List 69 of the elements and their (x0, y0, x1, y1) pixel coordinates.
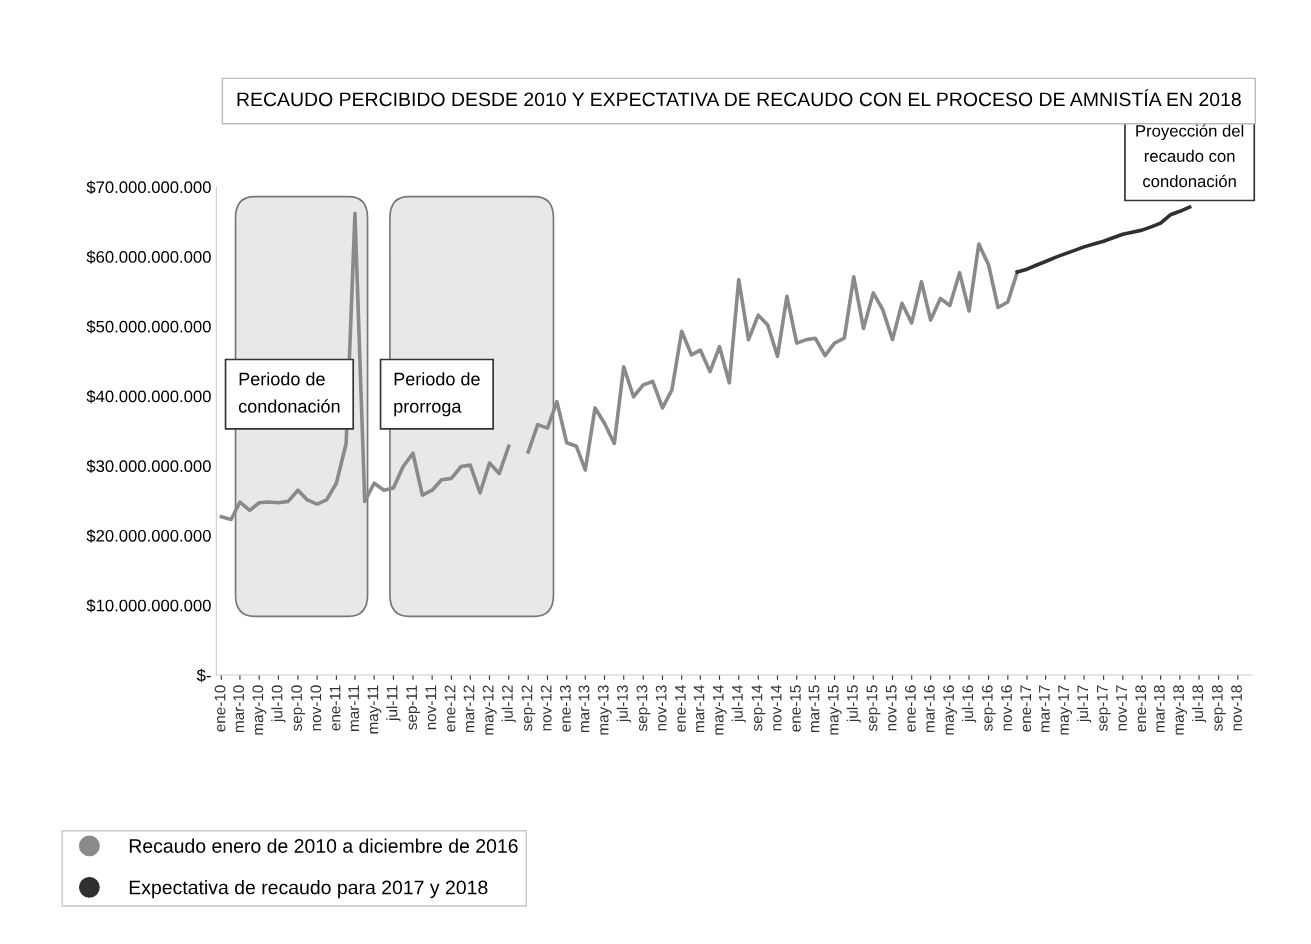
band-label: Periodo de condonación (238, 372, 340, 413)
y-tick-label: $60.000.000.000 (86, 250, 211, 264)
x-tick-label: jul-18 (1191, 685, 1207, 723)
x-tick-label: may-13 (597, 685, 612, 735)
x-tick-label: mar-15 (808, 685, 820, 733)
x-tick-label: may-18 (1173, 685, 1187, 735)
legend-label: Expectativa de recaudo para 2017 y 2018 (129, 880, 488, 899)
x-tick-label: may-11 (367, 685, 382, 734)
x-tick-label: may-10 (252, 685, 267, 735)
x-tick-label: nov-13 (655, 685, 667, 731)
y-tick-label: $70.000.000.000 (86, 180, 211, 195)
x-tick-label: nov-15 (885, 685, 897, 731)
y-tick-label: $30.000.000.000 (86, 459, 211, 473)
legend-label: Recaudo enero de 2010 a diciembre de 2016 (129, 838, 518, 853)
x-tick-label: ene-15 (790, 685, 801, 732)
x-tick-label: mar-12 (463, 685, 475, 733)
band-label: Periodo de prorroga (394, 372, 480, 417)
x-tick-label: jul-13 (616, 685, 631, 723)
x-tick-label: sep-11 (406, 685, 421, 730)
x-tick-label: nov-16 (1001, 685, 1012, 731)
x-tick-label: mar-17 (1039, 685, 1050, 733)
x-tick-label: sep-15 (866, 685, 881, 731)
x-tick-label: sep-13 (636, 685, 651, 731)
x-tick-label: may-12 (482, 685, 497, 735)
y-tick-label: $20.000.000.000 (86, 529, 211, 543)
x-tick-label: ene-18 (1135, 685, 1147, 732)
x-tick-label: may-14 (712, 685, 727, 735)
x-tick-label: jul-15 (846, 685, 861, 723)
x-tick-label: nov-11 (425, 685, 437, 730)
annotation: Proyección del recaudo con condonación (1136, 124, 1244, 188)
x-tick-label: jul-16 (961, 685, 977, 723)
x-tick-label: sep-16 (981, 685, 996, 731)
x-tick-label: nov-18 (1231, 685, 1242, 731)
x-tick-label: mar-18 (1153, 685, 1165, 733)
x-tick-label: ene-12 (444, 685, 456, 732)
x-tick-label: may-16 (943, 685, 957, 735)
x-tick-label: mar-16 (923, 685, 935, 733)
x-tick-label: nov-10 (310, 685, 322, 731)
x-tick-label: nov-14 (770, 685, 782, 731)
x-tick-label: sep-12 (521, 685, 536, 731)
x-tick-label: ene-17 (1020, 685, 1032, 732)
x-tick-label: ene-10 (214, 685, 226, 732)
x-tick-label: mar-11 (348, 685, 360, 731)
x-tick-label: sep-18 (1211, 685, 1226, 731)
x-tick-label: jul-14 (731, 685, 746, 723)
x-tick-label: ene-16 (904, 685, 916, 732)
x-tick-label: may-17 (1058, 685, 1072, 735)
x-tick-label: jul-11 (386, 685, 401, 722)
y-tick-label: $- (196, 668, 211, 683)
x-tick-label: jul-10 (271, 685, 286, 723)
y-tick-label: $50.000.000.000 (86, 320, 211, 334)
y-tick-label: $10.000.000.000 (86, 598, 211, 613)
x-tick-label: nov-12 (540, 685, 552, 731)
x-tick-label: sep-10 (291, 685, 306, 731)
x-tick-label: nov-17 (1116, 685, 1127, 731)
x-tick-label: ene-11 (329, 685, 341, 731)
chart-title: RECAUDO PERCIBIDO DESDE 2010 Y EXPECTATIVA DE RECAUDO CON EL PROCESO DE AMNISTÍA EN 2018 (237, 89, 1241, 107)
x-tick-label: ene-13 (559, 685, 571, 732)
y-tick-label: $40.000.000.000 (86, 389, 211, 404)
x-tick-label: jul-17 (1076, 685, 1092, 723)
x-tick-label: mar-14 (693, 685, 705, 733)
x-tick-label: sep-17 (1097, 685, 1111, 731)
line-series (1015, 205, 1192, 274)
x-tick-label: sep-14 (751, 685, 766, 731)
x-tick-label: may-15 (827, 685, 842, 735)
x-tick-label: mar-13 (578, 685, 590, 733)
x-tick-label: mar-10 (233, 685, 245, 733)
x-tick-label: ene-14 (675, 685, 686, 732)
x-tick-label: jul-12 (501, 685, 516, 723)
